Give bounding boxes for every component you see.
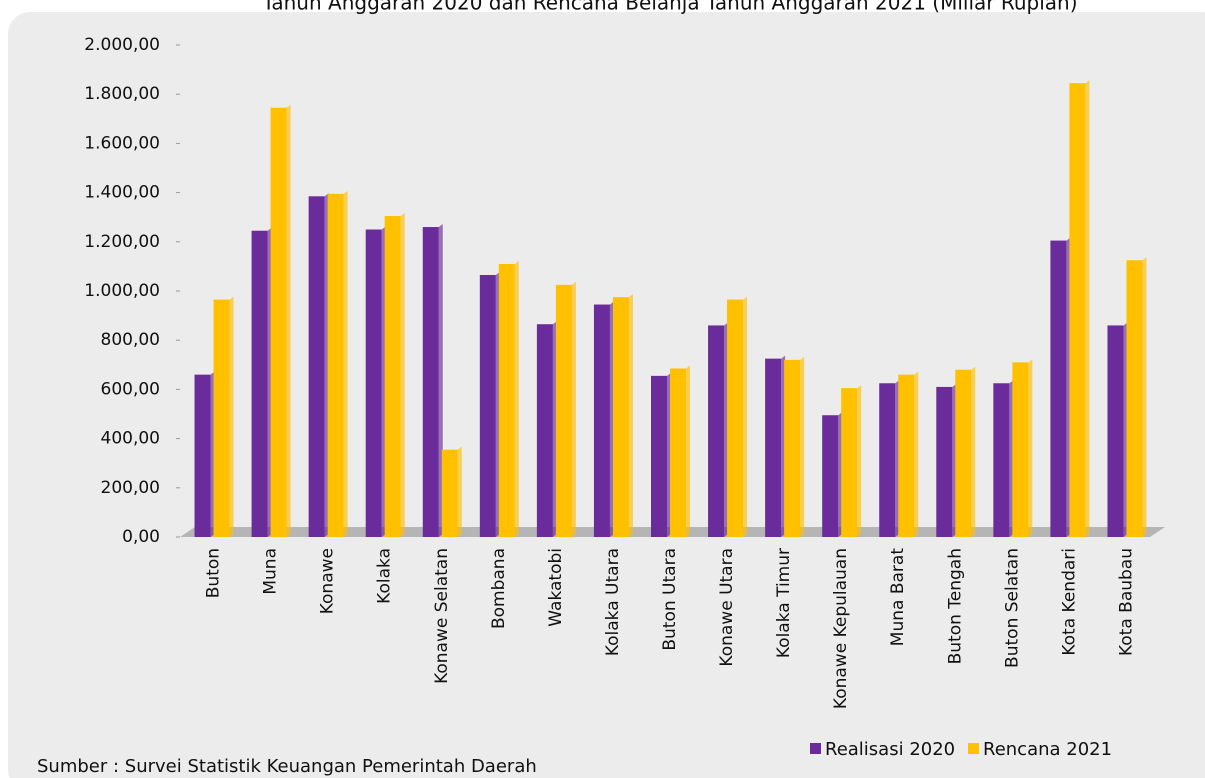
- x-tick-label: Kolaka: [375, 548, 395, 604]
- bar: [841, 388, 858, 537]
- bar-side: [800, 356, 805, 537]
- x-tick-label: Buton Tengah: [945, 548, 965, 664]
- bar: [251, 230, 268, 538]
- x-tick-label: Bombana: [489, 548, 509, 629]
- x-tick-label: Konawe Kepulauan: [831, 548, 851, 709]
- bar-side: [686, 365, 690, 537]
- bar-side: [571, 281, 576, 537]
- x-tick-label: Muna Barat: [888, 548, 908, 647]
- bar: [651, 375, 667, 537]
- x-tick-label: Buton: [204, 548, 224, 598]
- bar: [593, 304, 610, 537]
- legend-label: Realisasi 2020: [825, 739, 955, 760]
- bar: [765, 358, 782, 537]
- bar-side: [628, 294, 633, 537]
- bar: [498, 263, 515, 537]
- bar-side: [1142, 257, 1147, 537]
- bar: [479, 275, 496, 537]
- source: Sumber : Survei Statistik Keuangan Pemer…: [37, 756, 537, 777]
- x-tick-label: Konawe Utara: [717, 548, 737, 667]
- bar-side: [857, 385, 862, 537]
- bar: [1126, 260, 1143, 537]
- bar: [441, 449, 458, 537]
- bar: [384, 215, 401, 537]
- y-tick-label: 800,00: [101, 330, 160, 350]
- bar: [308, 196, 325, 538]
- y-tick-label: 1.400,00: [84, 183, 160, 203]
- bar: [993, 383, 1010, 537]
- bar: [727, 299, 744, 537]
- legend-label: Rencana 2021: [983, 739, 1112, 760]
- x-tick-label: Buton Utara: [660, 548, 680, 651]
- y-tick-label: 2.000,00: [84, 35, 160, 55]
- bar-side: [400, 212, 405, 537]
- bar: [898, 374, 915, 537]
- bar-side: [914, 371, 919, 537]
- bar: [536, 324, 553, 537]
- x-tick-label: Buton Selatan: [1002, 548, 1022, 668]
- y-tick-label: 1.200,00: [84, 232, 160, 252]
- bar-side: [743, 296, 748, 537]
- bar-side: [971, 366, 976, 537]
- x-tick-label: Konawe Selatan: [432, 548, 452, 684]
- y-tick-label: 200,00: [101, 478, 160, 498]
- bar: [955, 369, 972, 537]
- y-tick-label: 0,00: [122, 527, 160, 547]
- bar: [194, 374, 211, 537]
- bar-side: [514, 260, 519, 537]
- x-tick-label: Wakatobi: [546, 548, 566, 627]
- bar: [555, 284, 572, 537]
- bar: [670, 368, 686, 537]
- bar-side: [229, 296, 234, 537]
- bar: [1069, 83, 1086, 537]
- x-tick-label: Konawe: [318, 548, 338, 614]
- legend-swatch: [810, 743, 821, 754]
- bar: [327, 193, 344, 537]
- x-tick-label: Kolaka Timur: [774, 548, 794, 658]
- chart-title: Tahun Anggaran 2020 dan Rencana Belanja …: [261, 0, 1077, 15]
- y-tick-label: 1.000,00: [84, 281, 160, 301]
- bar-side: [1028, 359, 1033, 537]
- bar: [422, 227, 439, 538]
- bar-side: [1085, 80, 1090, 537]
- bar: [708, 325, 725, 537]
- bar: [879, 383, 896, 537]
- bar-side: [457, 446, 462, 537]
- bar: [1012, 362, 1029, 537]
- bar: [1050, 240, 1067, 537]
- bar-side: [286, 104, 291, 537]
- x-tick-label: Kota Kendari: [1059, 548, 1079, 656]
- bar: [213, 299, 230, 537]
- bar-side: [343, 190, 348, 537]
- y-tick-label: 1.800,00: [84, 84, 160, 104]
- y-tick-label: 1.600,00: [84, 133, 160, 153]
- bar: [365, 229, 382, 537]
- y-tick-label: 400,00: [101, 429, 160, 449]
- bar: [270, 107, 287, 537]
- bar: [822, 415, 839, 537]
- y-tick-label: 600,00: [101, 379, 160, 399]
- bar: [612, 297, 629, 537]
- x-tick-label: Muna: [261, 548, 281, 595]
- bar: [784, 359, 801, 537]
- legend-swatch: [968, 743, 979, 754]
- x-tick-label: Kolaka Utara: [603, 548, 623, 656]
- bar: [1107, 325, 1124, 537]
- x-tick-label: Kota Baubau: [1116, 548, 1136, 656]
- bar: [936, 386, 953, 537]
